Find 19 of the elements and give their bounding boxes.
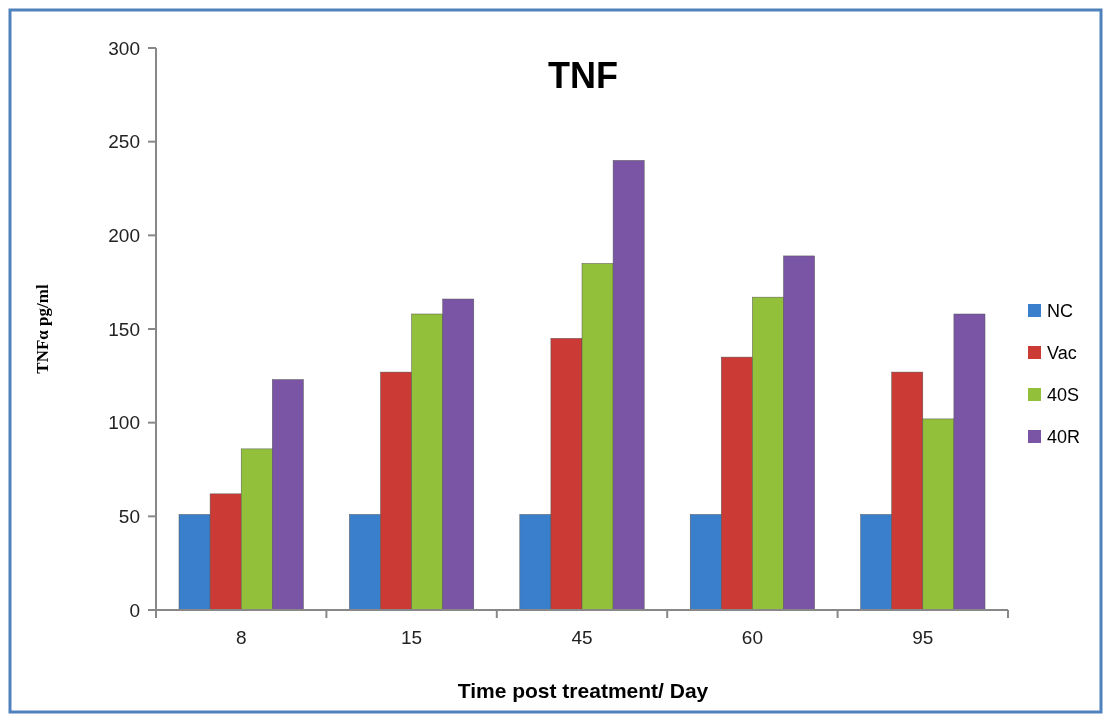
x-axis-title: Time post treatment/ Day: [457, 679, 709, 702]
legend-label: Vac: [1047, 343, 1077, 364]
y-tick-label: 250: [108, 131, 140, 153]
legend-label: 40S: [1047, 385, 1080, 406]
y-tick-label: 150: [108, 318, 140, 340]
y-axis-title: TNFα pg/ml: [33, 284, 52, 374]
y-tick-label: 0: [129, 599, 140, 621]
legend-label: NC: [1047, 301, 1073, 322]
y-tick-label: 300: [108, 37, 140, 59]
x-tick-label: 15: [401, 627, 423, 648]
x-tick-label: 95: [912, 627, 934, 648]
y-tick-label: 50: [118, 505, 140, 527]
x-tick-label: 60: [741, 627, 763, 648]
chart-title: TNF: [548, 55, 618, 96]
legend-label: 40R: [1047, 427, 1081, 448]
y-tick-label: 200: [108, 224, 140, 246]
x-tick-label: 45: [571, 627, 593, 648]
y-tick-label: 100: [108, 412, 140, 434]
x-tick-label: 8: [235, 627, 247, 648]
